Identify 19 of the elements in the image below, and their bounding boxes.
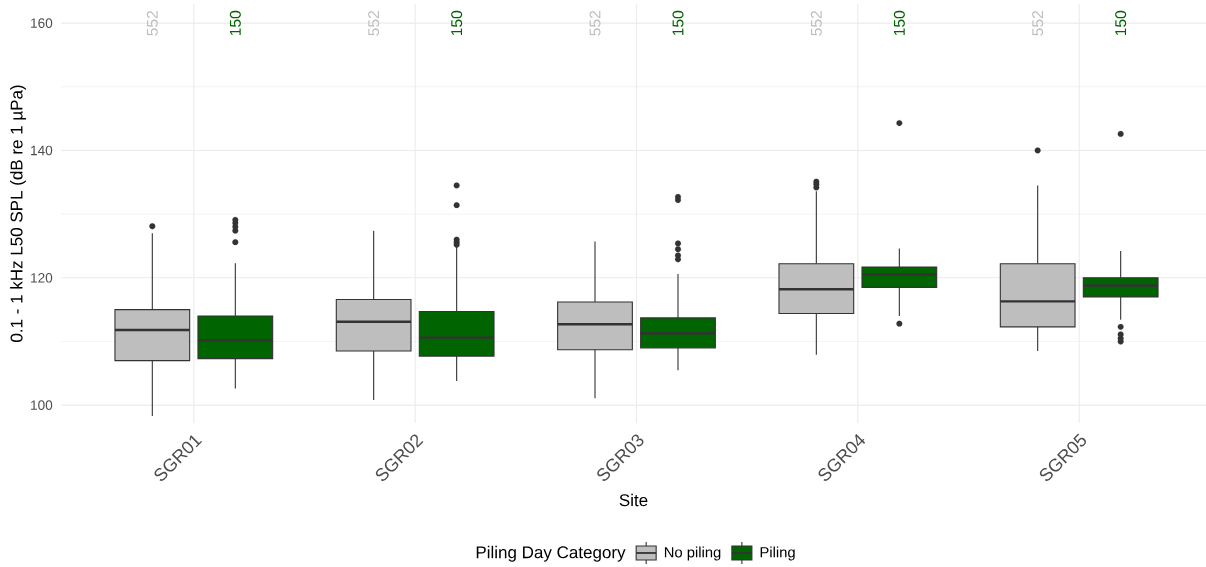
text: 552	[1032, 11, 1044, 36]
text: 150	[672, 10, 684, 36]
y-tick-label: 140	[31, 145, 53, 156]
legend-label: Piling	[760, 546, 795, 561]
legend-title: Piling Day Category	[476, 545, 626, 562]
text: 552	[810, 11, 822, 36]
text: 552	[368, 11, 380, 36]
y-tick-label: 100	[31, 400, 53, 410]
x-axis-title: Site	[619, 493, 648, 507]
text: 150	[893, 10, 905, 36]
text: 150	[229, 10, 241, 36]
legend-label: No piling	[664, 546, 721, 561]
y-axis-title: 0.1 - 1 kHz L50 SPL (dB re 1 µPa)	[10, 85, 26, 342]
text: 150	[1115, 10, 1127, 36]
y-tick-label: 120	[31, 272, 53, 283]
text: 150	[451, 10, 463, 36]
y-tick-label: 160	[31, 18, 53, 28]
text: 552	[589, 11, 601, 36]
text: 552	[146, 11, 158, 36]
